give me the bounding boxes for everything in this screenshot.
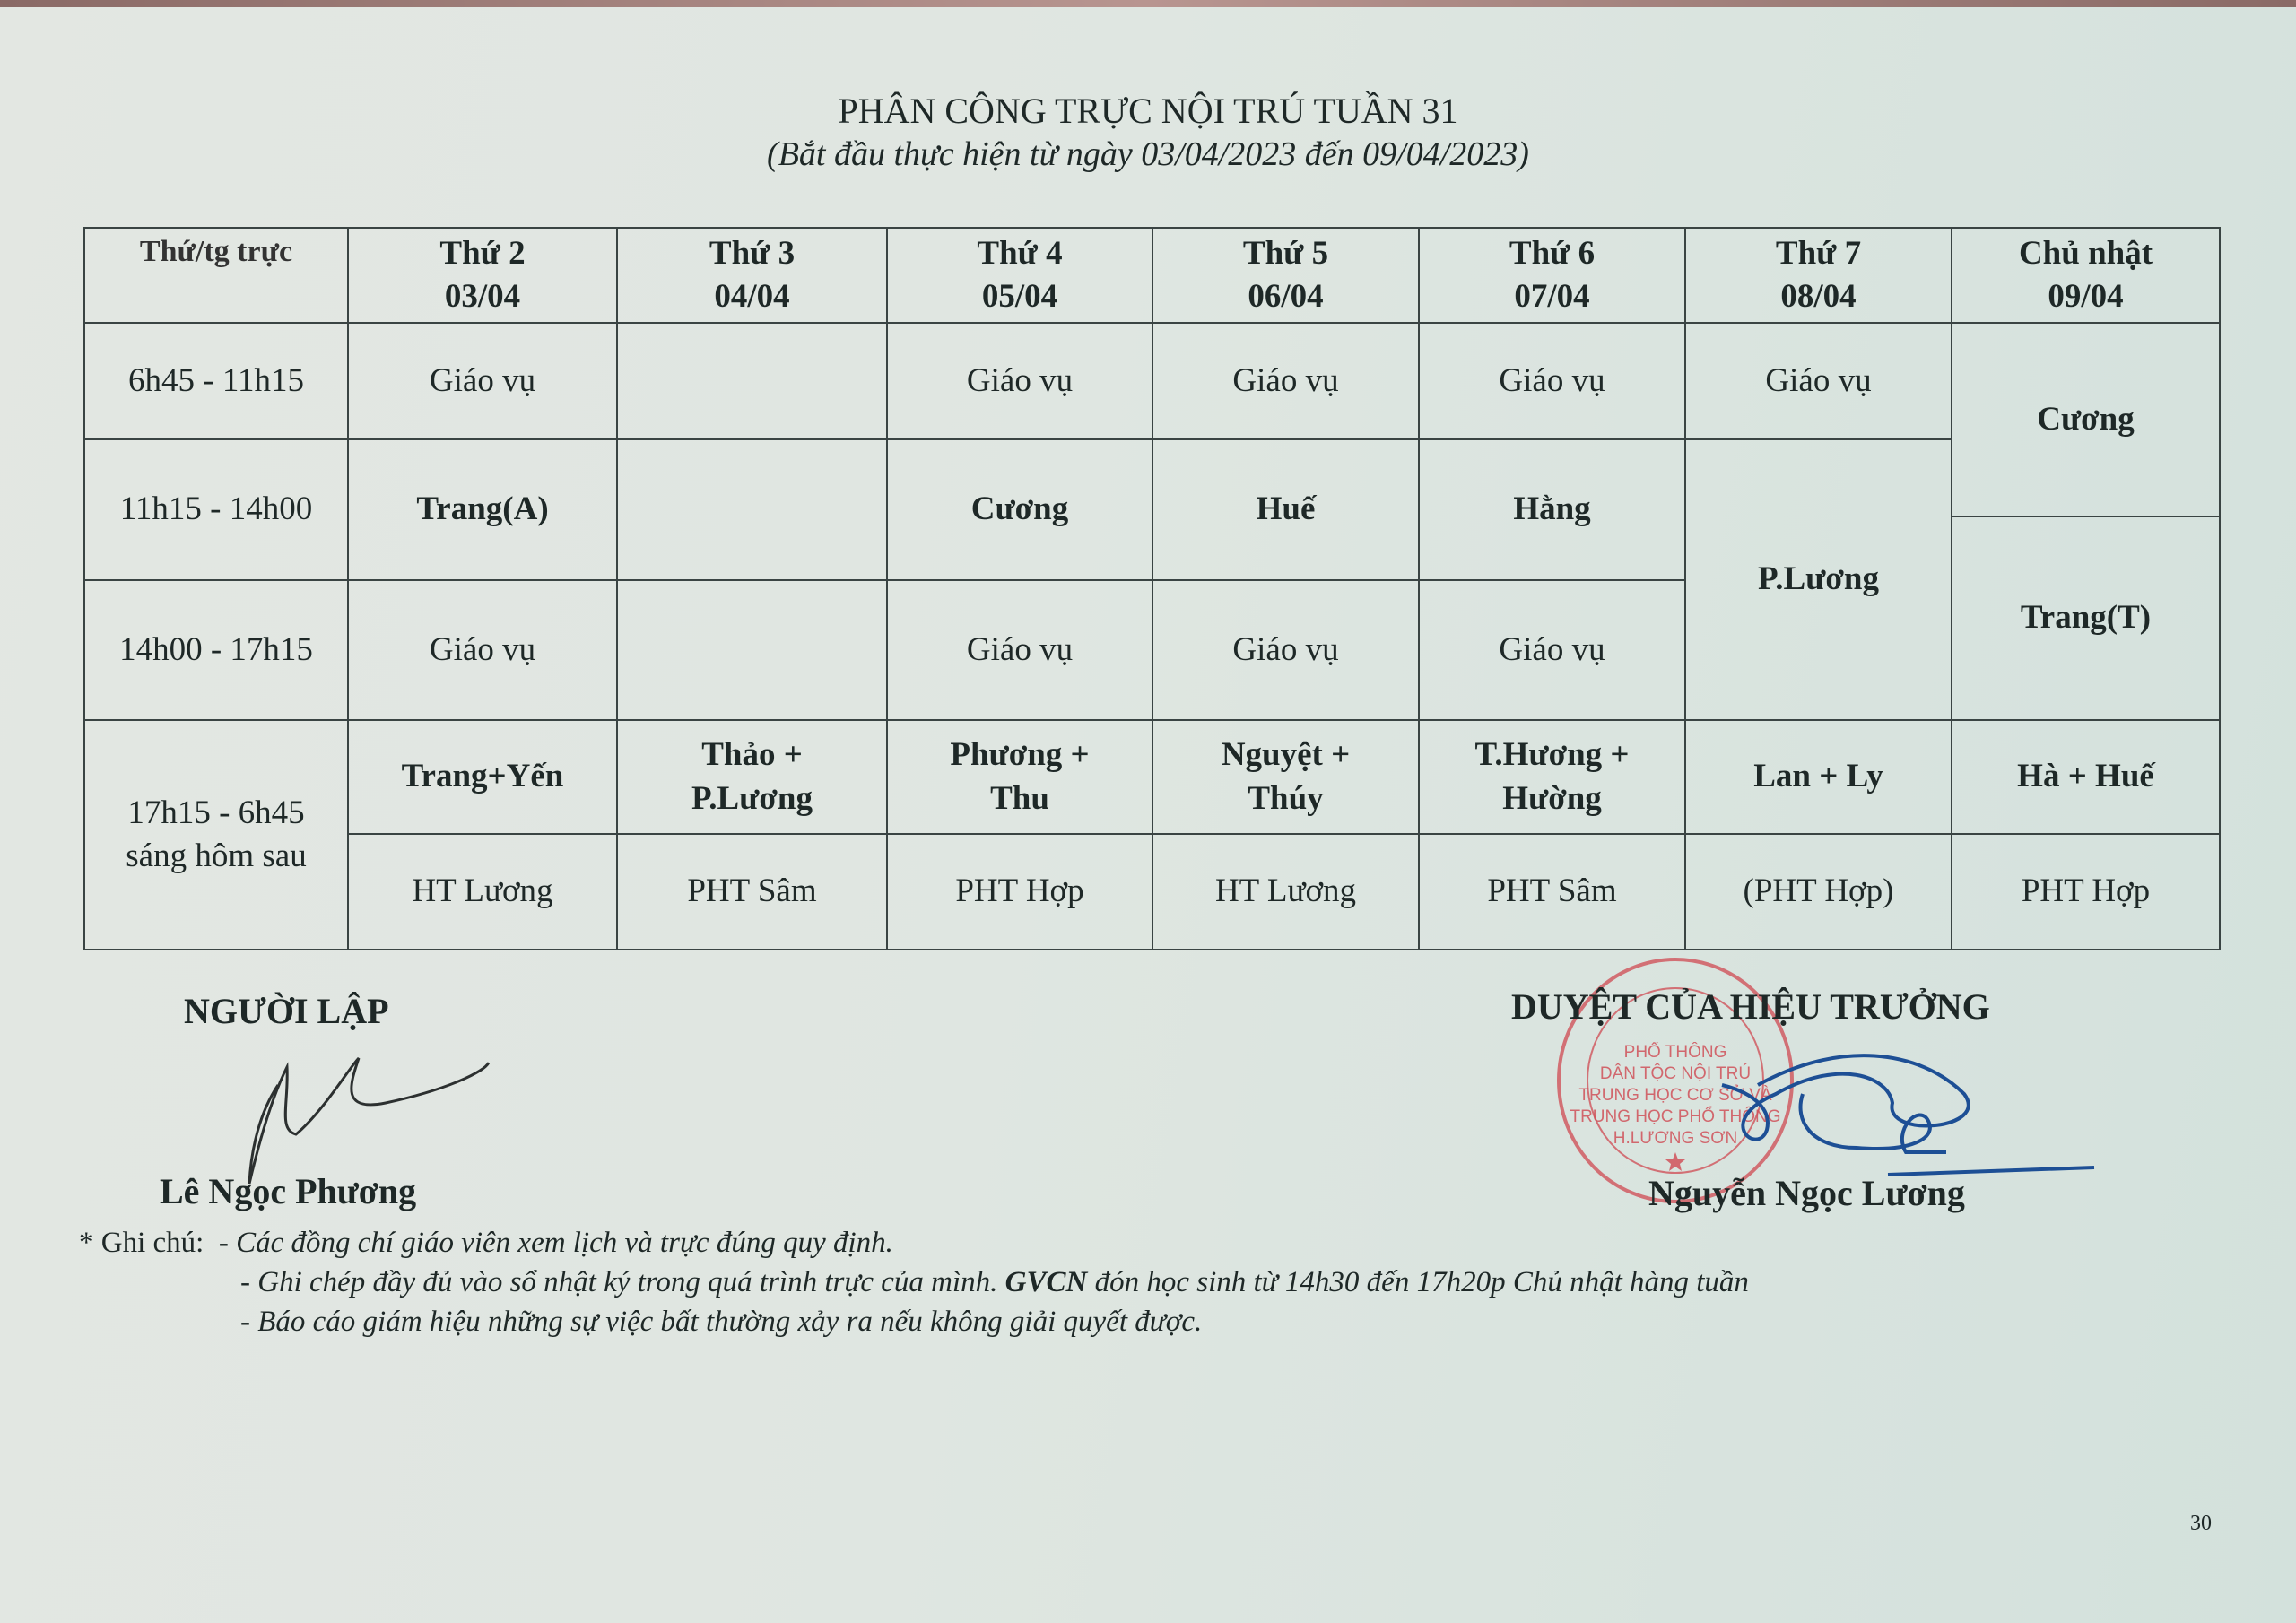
cell: Hằng xyxy=(1418,438,1686,581)
cell: Nguyệt + Thúy xyxy=(1152,719,1420,835)
table-row: 14h00 - 17h15 Giáo vụ Giáo vụ Giáo vụ Gi… xyxy=(83,579,2220,721)
cell: Lan + Ly xyxy=(1684,719,1952,835)
cell: Giáo vụ xyxy=(1152,579,1420,721)
page-title: PHÂN CÔNG TRỰC NỘI TRÚ TUẦN 31 xyxy=(838,91,1458,131)
table-row: 6h45 - 11h15 Giáo vụ Giáo vụ Giáo vụ Giá… xyxy=(83,322,2221,721)
day-header: Thứ 2 03/04 xyxy=(347,227,618,324)
cell: P.Lương xyxy=(1684,438,1952,721)
note-item: - Ghi chép đầy đủ vào sổ nhật ký trong q… xyxy=(240,1266,998,1298)
cell: Trang+Yến xyxy=(347,719,618,835)
cell: Cương xyxy=(886,438,1153,581)
svg-text:TRUNG HỌC PHỔ THÔNG: TRUNG HỌC PHỔ THÔNG xyxy=(1570,1107,1780,1126)
cell: Thảo + P.Lương xyxy=(616,719,888,835)
page-subtitle: (Bắt đầu thực hiện từ ngày 03/04/2023 đế… xyxy=(767,135,1529,173)
star-icon xyxy=(1665,1152,1685,1171)
cell: Giáo vụ xyxy=(1418,322,1686,440)
note-item: - Các đồng chí giáo viên xem lịch và trự… xyxy=(218,1227,893,1259)
cell xyxy=(616,438,888,581)
cell: Giáo vụ xyxy=(1684,322,1952,440)
preparer-signature xyxy=(248,1056,491,1185)
approver-signature xyxy=(1721,1054,2095,1176)
cell: T.Hương + Hường xyxy=(1418,719,1686,835)
cell: Phương + Thu xyxy=(886,719,1153,835)
table-row: HT Lương PHT Sâm PHT Hợp HT Lương PHT Sâ… xyxy=(84,833,2221,950)
cell: Hà + Huế xyxy=(1951,719,2221,835)
table-row: 17h15 - 6h45 sáng hôm sau Trang+Yến Thảo… xyxy=(83,719,2221,950)
cell: Giáo vụ xyxy=(1418,579,1686,721)
paper-edge xyxy=(0,0,2296,7)
slot-label: 14h00 - 17h15 xyxy=(83,579,349,721)
note-item-rest: đón học sinh từ 14h30 đến 17h20p Chủ nhậ… xyxy=(1094,1266,1749,1298)
svg-text:DÂN TỘC NỘI TRÚ: DÂN TỘC NỘI TRÚ xyxy=(1600,1063,1751,1083)
note-item: - Báo cáo giám hiệu những sự việc bất th… xyxy=(240,1306,1203,1338)
approver-name: Nguyễn Ngọc Lương xyxy=(1648,1173,1965,1213)
day-header: Thứ 7 08/04 xyxy=(1684,227,1952,324)
slot-label: 17h15 - 6h45 sáng hôm sau xyxy=(83,719,349,950)
day-header: Thứ 3 04/04 xyxy=(616,227,888,324)
cell: Giáo vụ xyxy=(1152,322,1420,440)
cell: PHT Sâm xyxy=(616,833,888,950)
cell: Trang(A) xyxy=(347,438,618,581)
cell xyxy=(616,579,888,721)
cell: PHT Hợp xyxy=(886,833,1153,950)
preparer-heading: NGƯỜI LẬP xyxy=(184,991,389,1031)
cell: Giáo vụ xyxy=(347,322,618,440)
page-number: 30 xyxy=(2190,1512,2212,1535)
svg-text:TRUNG HỌC CƠ SỞ VÀ: TRUNG HỌC CƠ SỞ VÀ xyxy=(1578,1085,1772,1105)
cell: Giáo vụ xyxy=(886,322,1153,440)
cell: Huế xyxy=(1152,438,1420,581)
notes-section: * Ghi chú: - Các đồng chí giáo viên xem … xyxy=(79,1223,1749,1341)
sunday-day-cell: Cương Trang(T) xyxy=(1951,322,2221,721)
approver-heading: DUYỆT CỦA HIỆU TRƯỞNG xyxy=(1511,986,1990,1027)
day-header: Thứ 4 05/04 xyxy=(886,227,1153,324)
svg-text:PHỔ THÔNG: PHỔ THÔNG xyxy=(1624,1042,1727,1062)
cell: HT Lương xyxy=(347,833,618,950)
corner-header: Thứ/tg trực xyxy=(83,227,349,324)
notes-label: * Ghi chú: xyxy=(79,1227,204,1259)
cell: Giáo vụ xyxy=(347,579,618,721)
slot-label: 11h15 - 14h00 xyxy=(83,438,349,581)
svg-text:H.LƯƠNG SƠN: H.LƯƠNG SƠN xyxy=(1613,1129,1738,1148)
cell: HT Lương xyxy=(1152,833,1420,950)
cell xyxy=(616,322,888,440)
day-header: Thứ 6 07/04 xyxy=(1418,227,1686,324)
day-header: Chủ nhật 09/04 xyxy=(1951,227,2221,324)
note-bold: GVCN xyxy=(1004,1266,1088,1298)
cell: Cương xyxy=(1952,324,2219,517)
table-row: 11h15 - 14h00 Trang(A) Cương Huế Hằng P.… xyxy=(83,438,2220,721)
cell: PHT Sâm xyxy=(1418,833,1686,950)
day-header: Thứ 5 06/04 xyxy=(1152,227,1420,324)
slot-label: 6h45 - 11h15 xyxy=(83,322,349,440)
cell: PHT Hợp xyxy=(1951,833,2221,950)
cell: Trang(T) xyxy=(2020,599,2152,637)
cell: (PHT Hợp) xyxy=(1684,833,1952,950)
preparer-name: Lê Ngọc Phương xyxy=(160,1171,417,1211)
cell: Giáo vụ xyxy=(886,579,1153,721)
